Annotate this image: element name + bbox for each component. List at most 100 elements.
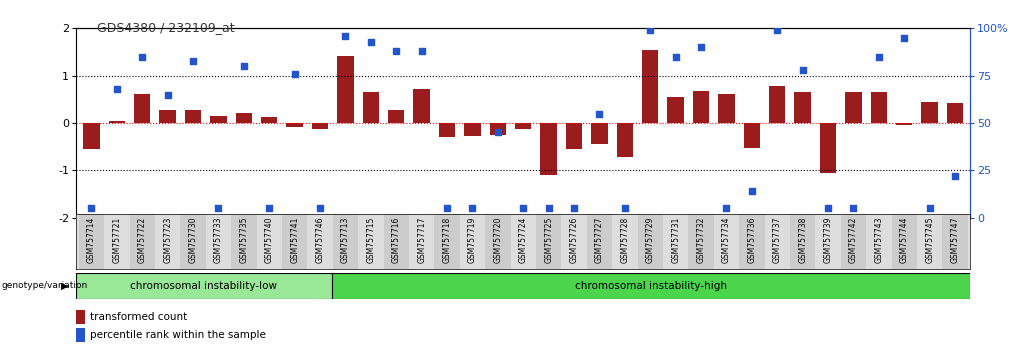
Bar [917, 214, 943, 269]
Bar [160, 110, 176, 123]
Text: GSM757747: GSM757747 [951, 216, 959, 263]
Bar [490, 123, 506, 135]
Text: GSM757714: GSM757714 [87, 216, 96, 263]
Bar [866, 214, 891, 269]
Point [896, 35, 912, 41]
Text: GSM757717: GSM757717 [418, 216, 426, 263]
Point [490, 130, 506, 135]
Bar [130, 214, 154, 269]
Point [566, 205, 582, 211]
Bar [83, 123, 100, 149]
Bar [713, 214, 739, 269]
Bar [231, 214, 256, 269]
Bar [739, 214, 764, 269]
Point [363, 39, 379, 44]
Bar [744, 123, 760, 148]
Bar [439, 123, 455, 137]
Bar [408, 214, 435, 269]
Bar [536, 214, 561, 269]
Point [668, 54, 684, 59]
Bar [566, 123, 582, 149]
Bar [942, 214, 967, 269]
Bar [76, 273, 331, 299]
Bar [459, 214, 485, 269]
Bar [693, 91, 709, 123]
Point [922, 205, 938, 211]
Bar [688, 214, 713, 269]
Point [769, 27, 785, 33]
Bar [922, 102, 938, 123]
Text: GSM757726: GSM757726 [570, 216, 578, 263]
Bar [892, 214, 916, 269]
Bar [76, 310, 85, 324]
Bar [718, 94, 735, 123]
Point [795, 67, 811, 73]
Bar [109, 121, 125, 123]
Point [820, 205, 836, 211]
Point [210, 205, 227, 211]
Point [617, 205, 633, 211]
Bar [134, 94, 150, 123]
Bar [612, 214, 637, 269]
Point [744, 188, 760, 194]
Text: GSM757728: GSM757728 [621, 216, 629, 263]
Text: chromosomal instability-high: chromosomal instability-high [575, 281, 727, 291]
Text: GSM757716: GSM757716 [392, 216, 400, 263]
Bar [104, 214, 130, 269]
Text: GSM757723: GSM757723 [164, 216, 172, 263]
Bar [486, 214, 510, 269]
Bar [617, 123, 633, 157]
Point [414, 48, 430, 54]
Bar [414, 89, 430, 123]
Bar [764, 214, 790, 269]
Bar [464, 123, 481, 136]
Bar [154, 214, 181, 269]
Bar [638, 214, 662, 269]
Point [287, 71, 303, 76]
Text: GSM757713: GSM757713 [341, 216, 350, 263]
Bar [435, 214, 459, 269]
Text: GSM757741: GSM757741 [291, 216, 299, 263]
Text: GDS4380 / 232109_at: GDS4380 / 232109_at [97, 21, 234, 34]
Point [642, 27, 658, 33]
Text: GSM757740: GSM757740 [265, 216, 273, 263]
Point [871, 54, 887, 59]
Bar [287, 123, 303, 127]
Text: GSM757718: GSM757718 [443, 216, 451, 263]
Point [693, 45, 709, 50]
Bar [510, 214, 536, 269]
Text: GSM757731: GSM757731 [672, 216, 680, 263]
Bar [236, 113, 252, 123]
Bar [668, 97, 684, 123]
Point [439, 205, 455, 211]
Point [109, 86, 125, 92]
Text: percentile rank within the sample: percentile rank within the sample [89, 330, 266, 340]
Text: GSM757742: GSM757742 [849, 216, 858, 263]
Bar [307, 214, 332, 269]
Bar [210, 116, 227, 123]
Point [134, 54, 150, 59]
Point [83, 205, 100, 211]
Text: GSM757744: GSM757744 [900, 216, 908, 263]
Text: GSM757734: GSM757734 [722, 216, 731, 263]
Point [337, 33, 354, 39]
Bar [281, 214, 307, 269]
Text: transformed count: transformed count [89, 312, 187, 322]
Bar [388, 110, 404, 123]
Bar [261, 117, 277, 123]
Bar [331, 273, 970, 299]
Bar [790, 214, 815, 269]
Text: GSM757720: GSM757720 [494, 216, 502, 263]
Text: GSM757746: GSM757746 [316, 216, 324, 263]
Text: GSM757735: GSM757735 [240, 216, 248, 263]
Text: GSM757745: GSM757745 [926, 216, 934, 263]
Text: GSM757737: GSM757737 [773, 216, 781, 263]
Text: genotype/variation: genotype/variation [1, 281, 87, 290]
Point [591, 111, 608, 116]
Bar [180, 214, 205, 269]
Bar [841, 214, 866, 269]
Text: GSM757730: GSM757730 [189, 216, 197, 263]
Text: GSM757722: GSM757722 [138, 216, 146, 263]
Text: GSM757727: GSM757727 [595, 216, 604, 263]
Point [947, 173, 963, 179]
